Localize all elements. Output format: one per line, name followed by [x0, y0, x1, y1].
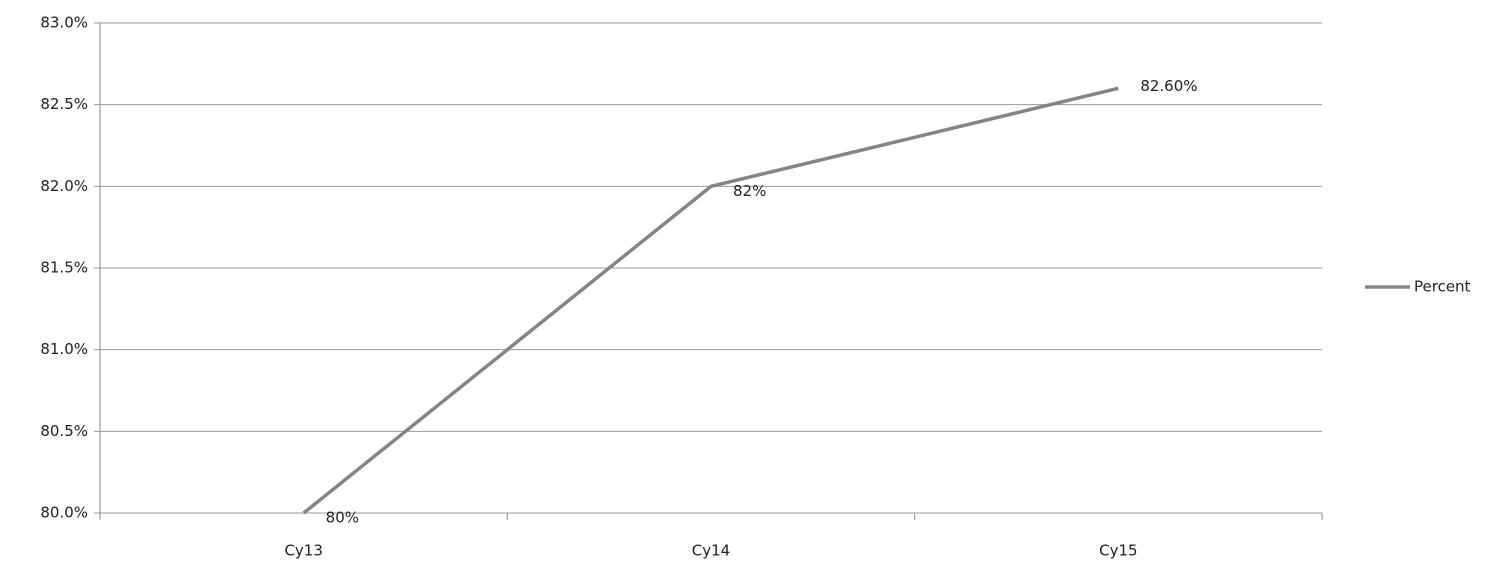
y-tick-label: 81.5% — [40, 259, 88, 277]
y-tick-label: 81.0% — [40, 340, 88, 358]
x-tick-label: Cy14 — [692, 542, 730, 560]
y-tick-label: 80.0% — [40, 504, 88, 522]
y-tick-label: 82.0% — [40, 177, 88, 195]
data-line — [302, 86, 1119, 515]
y-tick-label: 83.0% — [40, 14, 88, 32]
x-tick-label: Cy13 — [284, 542, 322, 560]
data-label: 82.60% — [1140, 77, 1197, 95]
y-tick-label: 82.5% — [40, 95, 88, 113]
data-label: 80% — [326, 509, 359, 527]
legend-label: Percent — [1414, 278, 1471, 296]
y-tick-label: 80.5% — [40, 422, 88, 440]
x-tick-label: Cy15 — [1099, 542, 1137, 560]
data-label: 82% — [733, 182, 766, 200]
